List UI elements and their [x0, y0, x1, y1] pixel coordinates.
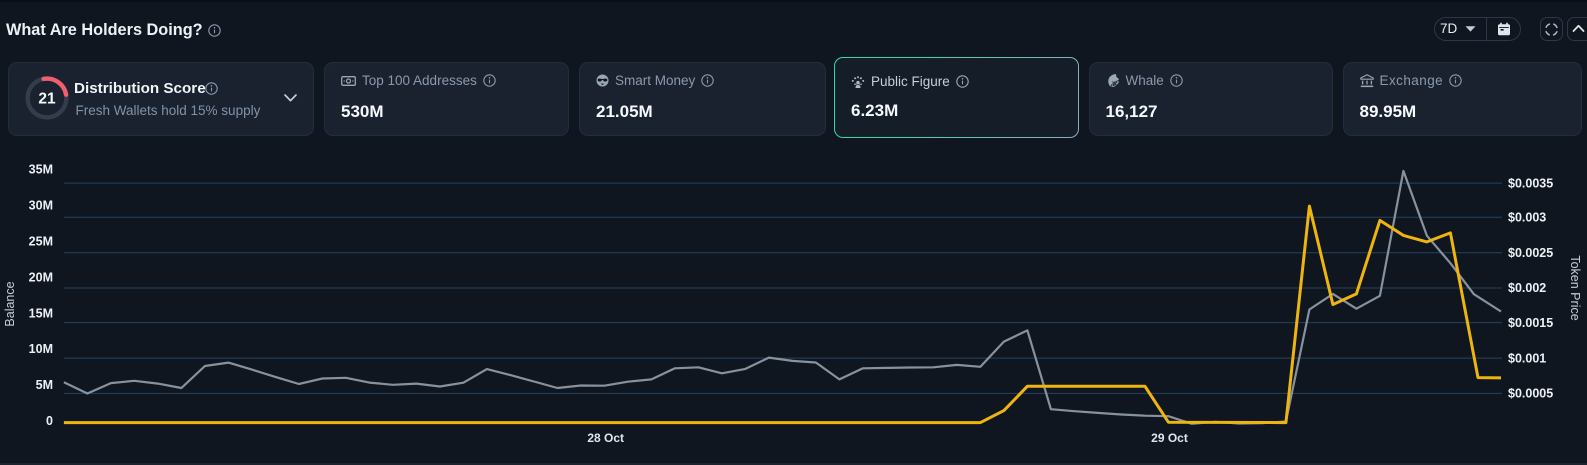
svg-text:29 Oct: 29 Oct	[1151, 431, 1188, 445]
svg-text:25M: 25M	[29, 235, 53, 249]
svg-text:21: 21	[38, 91, 56, 108]
svg-text:$0.0005: $0.0005	[1508, 387, 1553, 401]
svg-text:15M: 15M	[29, 306, 53, 320]
svg-text:$0.002: $0.002	[1508, 281, 1546, 295]
svg-text:$0.0025: $0.0025	[1508, 246, 1553, 260]
svg-text:0: 0	[46, 414, 53, 428]
svg-text:30M: 30M	[29, 199, 53, 213]
svg-text:35M: 35M	[29, 163, 53, 177]
svg-text:$0.001: $0.001	[1508, 351, 1546, 365]
svg-text:20M: 20M	[29, 270, 53, 284]
svg-text:Balance: Balance	[3, 281, 17, 326]
svg-text:$0.003: $0.003	[1508, 210, 1546, 224]
svg-text:$0.0035: $0.0035	[1508, 176, 1553, 190]
svg-text:10M: 10M	[29, 342, 53, 356]
svg-text:$0.0015: $0.0015	[1508, 316, 1553, 330]
svg-text:28 Oct: 28 Oct	[587, 431, 624, 445]
svg-text:Token Price: Token Price	[1568, 255, 1582, 320]
svg-text:5M: 5M	[36, 378, 53, 392]
